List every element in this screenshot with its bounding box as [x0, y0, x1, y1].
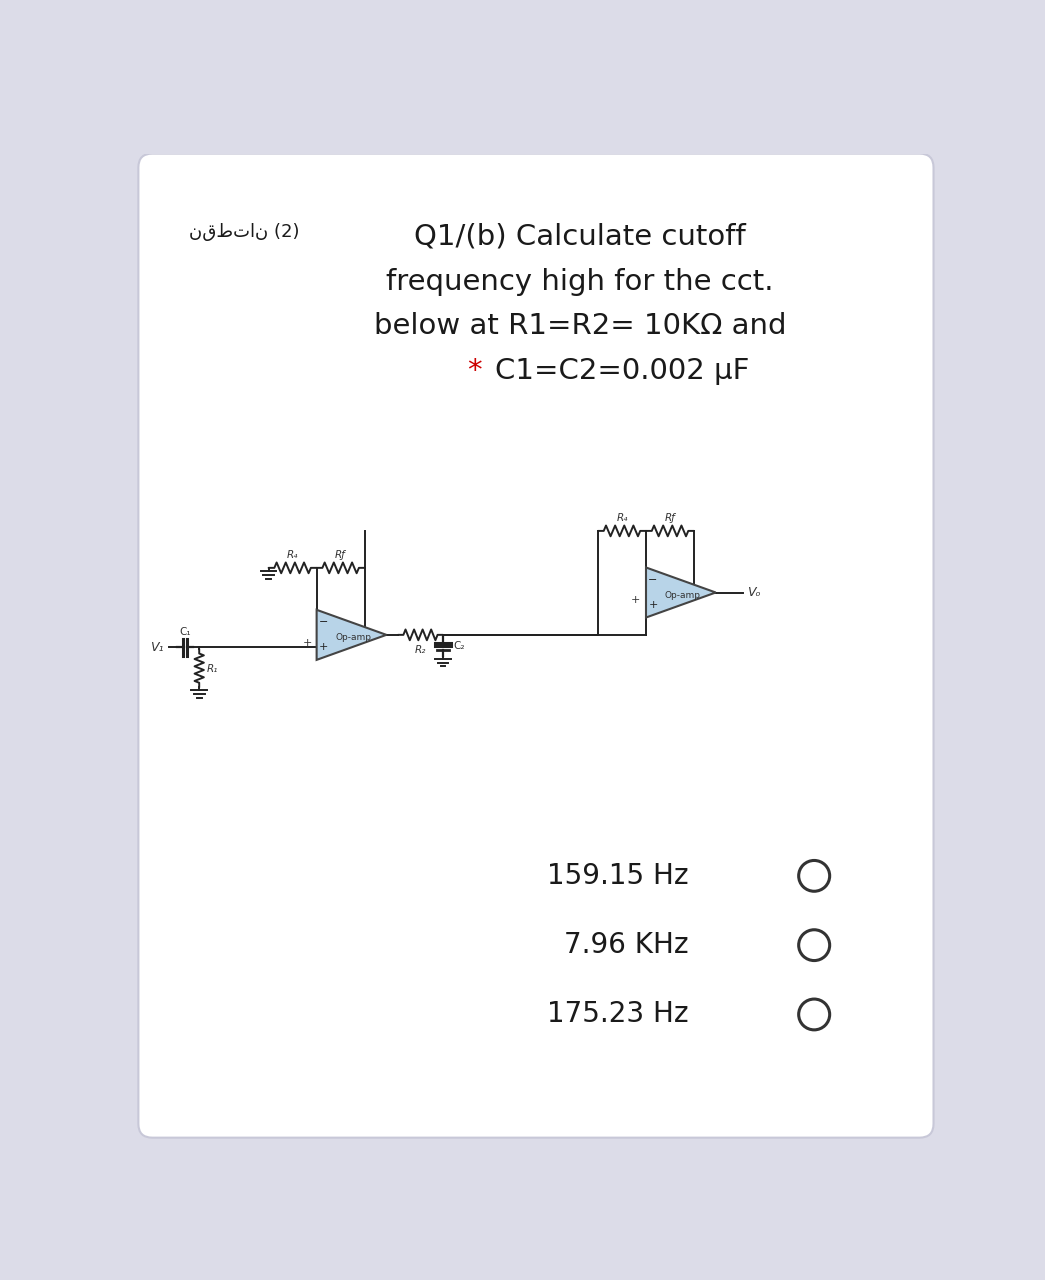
Text: C₁: C₁	[179, 627, 190, 637]
Text: R₂: R₂	[415, 645, 426, 655]
Text: −: −	[648, 575, 657, 585]
Text: *: *	[468, 357, 491, 385]
Text: 159.15 Hz: 159.15 Hz	[547, 861, 689, 890]
Text: +: +	[648, 600, 657, 611]
Text: R₄: R₄	[287, 550, 298, 561]
Text: Rƒ: Rƒ	[335, 550, 346, 561]
Text: نقطتان (2): نقطتان (2)	[189, 223, 299, 241]
Text: Vₒ: Vₒ	[747, 586, 761, 599]
Text: C₂: C₂	[454, 641, 465, 652]
Text: frequency high for the cct.: frequency high for the cct.	[387, 268, 774, 296]
Polygon shape	[317, 609, 387, 660]
Text: C1=C2=0.002 μF: C1=C2=0.002 μF	[495, 357, 749, 385]
Text: +: +	[319, 643, 328, 653]
Text: 7.96 KHz: 7.96 KHz	[564, 931, 689, 959]
Text: below at R1=R2= 10KΩ and: below at R1=R2= 10KΩ and	[374, 312, 787, 340]
Text: +: +	[631, 595, 641, 605]
Text: 175.23 Hz: 175.23 Hz	[547, 1001, 689, 1028]
Text: Op-amp: Op-amp	[665, 591, 700, 600]
Text: Rƒ: Rƒ	[665, 513, 675, 524]
Text: Op-amp: Op-amp	[335, 634, 371, 643]
Text: +: +	[303, 637, 312, 648]
Text: −: −	[319, 617, 328, 627]
Text: R₄: R₄	[617, 513, 628, 524]
Text: R₁: R₁	[207, 664, 218, 675]
FancyBboxPatch shape	[138, 154, 933, 1138]
Polygon shape	[646, 567, 716, 617]
Text: Q1/(b) Calculate cutoff: Q1/(b) Calculate cutoff	[414, 223, 746, 251]
Text: V₁: V₁	[149, 641, 163, 654]
